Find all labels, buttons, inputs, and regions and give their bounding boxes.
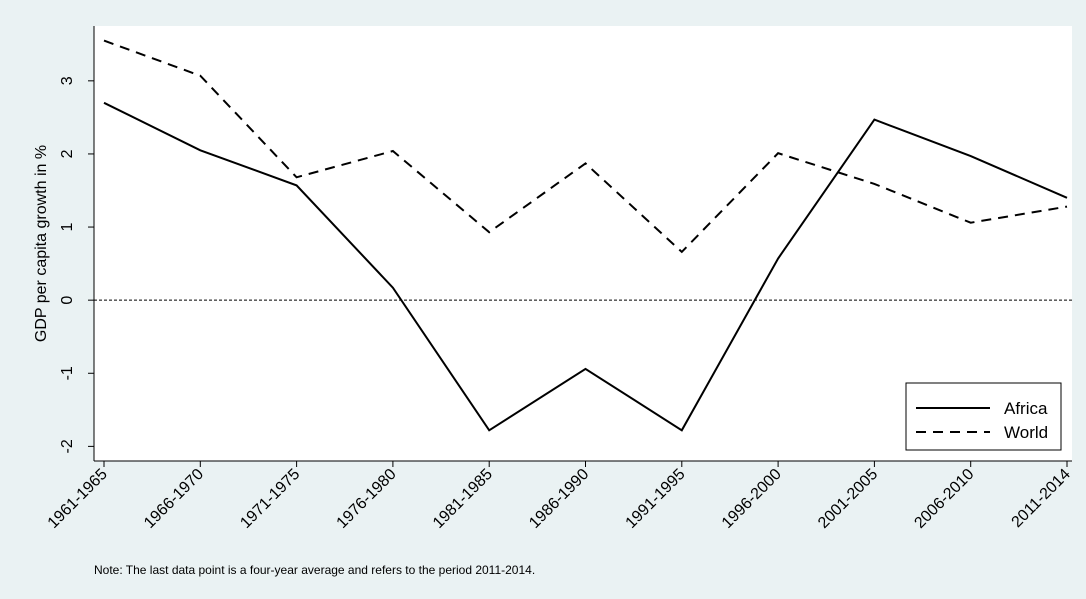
x-tick-label: 1991-1995 [623,466,689,532]
x-tick-label: 2011-2014 [1009,466,1074,531]
y-tick-label: 0 [59,296,76,305]
footnote: Note: The last data point is a four-year… [94,563,536,577]
y-tick-label: 3 [59,76,76,85]
y-tick-label: 2 [59,149,76,158]
x-tick-label: 1996-2000 [719,466,785,532]
x-tick-label: 1981-1985 [430,466,496,532]
y-tick-label: -2 [59,439,76,453]
x-tick-label: 2006-2010 [911,466,977,532]
legend-label: Africa [1004,399,1048,418]
x-tick-label: 2001-2005 [815,466,881,532]
legend: Africa World [905,382,1062,451]
y-tick-label: 1 [59,223,76,232]
series-layer [103,39,1068,432]
x-tick-label: 1976-1980 [334,466,400,532]
legend-box [905,382,1062,451]
y-tick-label: -1 [59,366,76,380]
legend-label: World [1004,423,1048,442]
y-axis-title: GDP per capita growth in % [33,145,50,342]
series-line-africa [103,101,1068,432]
x-tick-label: 1966-1970 [141,466,207,532]
x-tick-label: 1971-1975 [237,466,303,532]
series-line-world [103,39,1068,254]
x-tick-label: 1986-1990 [526,466,592,532]
x-tick-label: 1961-1965 [45,466,111,532]
